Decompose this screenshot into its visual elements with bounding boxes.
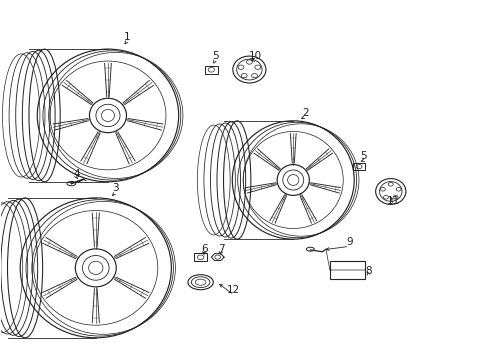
Bar [352,163,364,170]
Text: 12: 12 [227,285,240,296]
Text: 1: 1 [124,32,130,41]
Text: 4: 4 [74,169,81,179]
Bar [204,66,217,73]
Text: 8: 8 [365,266,371,276]
Text: 5: 5 [360,151,366,161]
Text: 6: 6 [201,244,207,254]
Text: 3: 3 [112,183,119,193]
Bar [329,261,364,279]
Text: 9: 9 [346,237,352,247]
Bar [194,253,206,261]
Text: 5: 5 [211,50,218,60]
Text: 2: 2 [302,108,308,118]
Text: 11: 11 [386,196,399,206]
Text: 7: 7 [218,244,224,254]
Text: 10: 10 [248,50,261,60]
